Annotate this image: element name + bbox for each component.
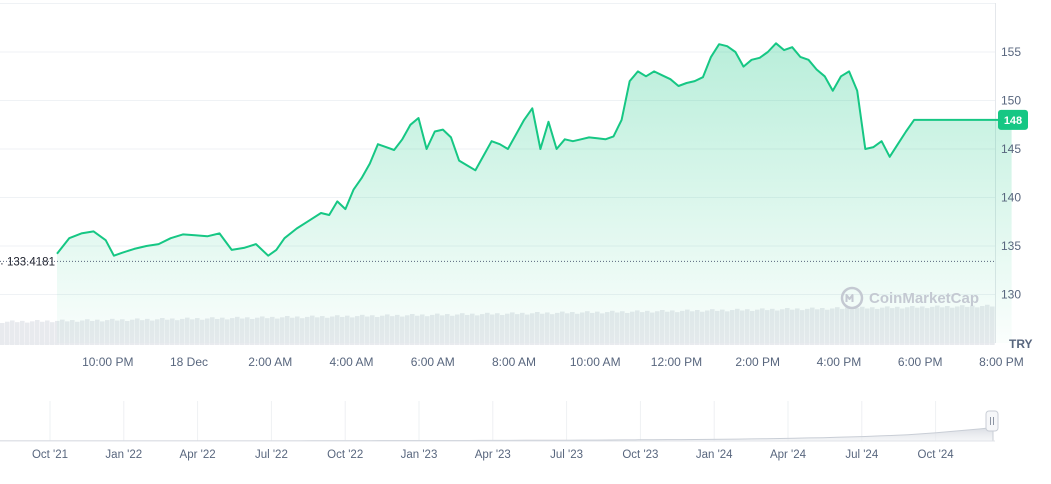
navigator-tick-label: Jul '22: [255, 449, 288, 461]
navigator-tick-label: Jan '24: [696, 449, 733, 461]
x-tick-label: 2:00 AM: [248, 355, 292, 369]
currency-unit-label: TRY: [1009, 337, 1033, 351]
volume-bar: [20, 320, 25, 345]
reference-line-label: 133.4181: [7, 256, 55, 268]
volume-bar: [5, 321, 10, 345]
navigator-tick-label: Jan '23: [401, 449, 438, 461]
navigator-tick-label: Apr '23: [475, 449, 511, 461]
y-tick-label: 140: [1001, 191, 1021, 205]
navigator-tick-label: Apr '22: [180, 449, 216, 461]
navigator-x-axis: Oct '21 Jan '22 Apr '22 Jul '22 Oct '22 Jan '…: [32, 449, 954, 461]
x-tick-label: 8:00 AM: [492, 355, 536, 369]
navigator-tick-label: Apr '24: [770, 449, 807, 461]
navigator-tick-label: Oct '23: [622, 449, 658, 461]
y-tick-label: 135: [1001, 239, 1021, 253]
navigator-tick-label: Oct '22: [327, 449, 363, 461]
navigator-tick-label: Oct '24: [918, 449, 955, 461]
watermark-text: CoinMarketCap: [869, 290, 979, 307]
navigator-tick-label: Jan '22: [105, 449, 142, 461]
x-axis: 10:00 PM 18 Dec 2:00 AM 4:00 AM 6:00 AM 8:00 …: [82, 355, 1024, 369]
volume-bar: [0, 323, 5, 345]
drag-handle-icon: [990, 417, 994, 425]
y-tick-label: 130: [1001, 288, 1021, 302]
navigator-grid: [49, 401, 937, 441]
x-tick-label: 8:00 PM: [979, 355, 1024, 369]
price-line: [56, 42, 1012, 257]
current-price-badge-bg: [998, 109, 1028, 130]
x-tick-label: 10:00 AM: [570, 355, 621, 369]
coinmarketcap-logo-icon: [840, 286, 864, 310]
volume-bar: [45, 320, 50, 345]
x-tick-label: 12:00 PM: [651, 355, 702, 369]
volume-bar: [35, 320, 40, 345]
current-price-badge: 148: [998, 109, 1028, 130]
y-tick-label: 155: [1001, 45, 1021, 59]
navigator-tick-label: Jul '23: [550, 449, 583, 461]
y-axis: 130 135 140 145 150 155: [1001, 45, 1021, 302]
watermark: CoinMarketCap: [840, 286, 979, 310]
x-tick-label: 4:00 AM: [329, 355, 373, 369]
navigator-tick-label: Jul '24: [845, 449, 878, 461]
navigator-handle[interactable]: [985, 410, 999, 432]
volume-bar: [40, 321, 45, 345]
reference-line-marker: ·: [0, 258, 4, 270]
x-tick-label: 6:00 AM: [411, 355, 455, 369]
range-navigator[interactable]: Oct '21 Jan '22 Apr '22 Jul '22 Oct '22 Jan '…: [0, 401, 999, 461]
navigator-tick-label: Oct '21: [32, 449, 68, 461]
current-price-badge-label: 148: [1004, 115, 1022, 127]
volume-bar: [25, 322, 30, 345]
volume-bar: [50, 322, 55, 345]
navigator-background: [0, 401, 995, 441]
volume-bar: [15, 322, 20, 345]
x-tick-label: 18 Dec: [170, 355, 208, 369]
price-area-fill: [57, 43, 1012, 344]
volume-bar: [30, 321, 35, 345]
volume-bar: [10, 320, 15, 345]
x-tick-label: 4:00 PM: [817, 355, 862, 369]
y-tick-label: 150: [1001, 94, 1021, 108]
y-tick-label: 145: [1001, 142, 1021, 156]
x-tick-label: 10:00 PM: [82, 355, 133, 369]
x-tick-label: 2:00 PM: [735, 355, 780, 369]
x-tick-label: 6:00 PM: [898, 355, 943, 369]
